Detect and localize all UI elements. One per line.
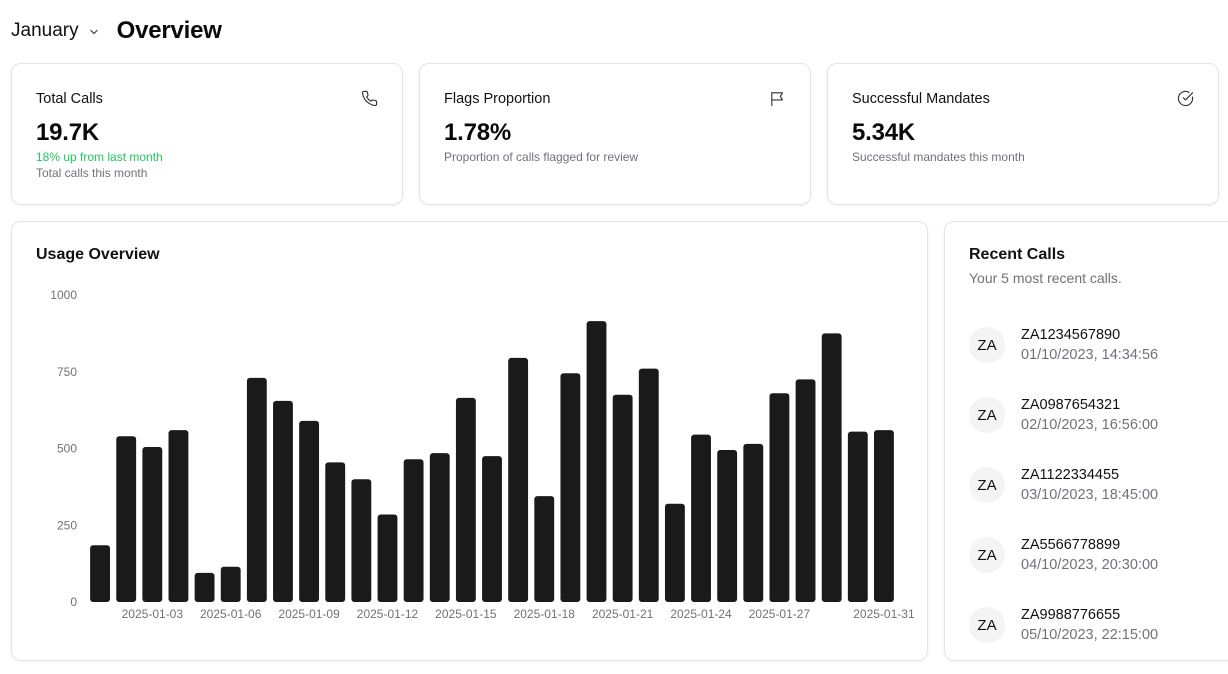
recent-calls-title: Recent Calls: [969, 246, 1066, 263]
bar-2025-01-16: [482, 456, 502, 602]
x-tick-label: 2025-01-09: [278, 607, 340, 621]
total-calls-card: Total Calls 19.7K 18% up from last month…: [11, 63, 403, 205]
successful-mandates-card: Successful Mandates 5.34K Successful man…: [827, 63, 1219, 205]
call-id: ZA1234567890: [1021, 327, 1121, 343]
bar-2025-01-19: [560, 373, 581, 602]
call-time: 01/10/2023, 14:34:56: [1021, 347, 1159, 363]
bar-2025-01-26: [743, 443, 764, 602]
bar-2025-01-15: [455, 397, 476, 602]
stat-subtitle: Proportion of calls flagged for review: [444, 150, 639, 164]
x-tick-label: 2025-01-15: [435, 607, 497, 621]
bar-2025-01-27: [769, 393, 790, 602]
bar-2025-01-18: [534, 496, 555, 602]
bar-2025-01-28: [795, 379, 816, 602]
month-selector[interactable]: January: [11, 20, 99, 42]
call-time: 03/10/2023, 18:45:00: [1021, 487, 1159, 503]
recent-calls-card: Recent Calls Your 5 most recent calls. Z…: [944, 221, 1228, 661]
recent-call-item[interactable]: ZA ZA1234567890 01/10/2023, 14:34:56: [969, 310, 1158, 380]
call-time: 05/10/2023, 22:15:00: [1021, 627, 1159, 643]
call-id: ZA9988776655: [1021, 607, 1121, 623]
recent-call-item[interactable]: ZA ZA9988776655 05/10/2023, 22:15:00: [969, 590, 1158, 660]
bar-2025-01-05: [194, 572, 215, 602]
usage-overview-card: Usage Overview 0 250 500 750 1000 2025-01-03 2…: [11, 221, 928, 661]
stat-title: Flags Proportion: [444, 90, 551, 107]
x-tick-label: 2025-01-24: [670, 607, 732, 621]
recent-call-item[interactable]: ZA ZA1122334455 03/10/2023, 18:45:00: [969, 450, 1158, 520]
x-tick-label: 2025-01-18: [514, 607, 576, 621]
usage-bar-chart: 0 250 500 750 1000 2025-01-03 2025-01-06 2025-0…: [50, 288, 915, 621]
x-tick-label: 2025-01-03: [122, 607, 184, 621]
call-time: 02/10/2023, 16:56:00: [1021, 417, 1159, 433]
bar-2025-01-11: [351, 479, 372, 602]
x-tick-label: 2025-01-06: [200, 607, 262, 621]
y-tick-label: 250: [57, 518, 77, 532]
stat-subtitle: Successful mandates this month: [852, 150, 1025, 164]
bar-2025-01-22: [638, 368, 659, 602]
avatar: ZA: [969, 397, 1005, 433]
recent-calls-subtitle: Your 5 most recent calls.: [969, 270, 1122, 286]
stat-value: 1.78%: [444, 119, 512, 146]
avatar: ZA: [969, 327, 1005, 363]
recent-calls-list: ZA ZA1234567890 01/10/2023, 14:34:56 ZA …: [969, 310, 1158, 660]
page-title: Overview: [116, 17, 222, 44]
y-tick-label: 0: [70, 595, 77, 609]
call-id: ZA1122334455: [1021, 467, 1120, 483]
bar-2025-01-25: [717, 450, 738, 602]
y-tick-label: 1000: [50, 288, 77, 302]
bar-2025-01-04: [168, 430, 189, 602]
avatar: ZA: [969, 607, 1005, 643]
bar-2025-01-02: [116, 436, 137, 602]
avatar: ZA: [969, 467, 1005, 503]
bar-2025-01-31: [874, 430, 894, 602]
y-tick-label: 750: [57, 365, 77, 379]
bar-2025-01-23: [664, 503, 685, 602]
bar-2025-01-21: [612, 394, 633, 602]
flags-proportion-card: Flags Proportion 1.78% Proportion of cal…: [419, 63, 811, 205]
bar-2025-01-13: [403, 459, 424, 602]
bar-2025-01-06: [220, 566, 241, 602]
y-tick-label: 500: [57, 442, 77, 456]
flag-icon: [771, 92, 784, 107]
bar-2025-01-01: [90, 545, 110, 602]
stat-value: 5.34K: [852, 119, 916, 146]
stat-subtitle: Total calls this month: [36, 166, 148, 180]
stat-change: 18% up from last month: [36, 150, 163, 164]
bar-2025-01-07: [246, 377, 267, 602]
call-time: 04/10/2023, 20:30:00: [1021, 557, 1159, 573]
bar-2025-01-12: [377, 514, 398, 602]
stat-value: 19.7K: [36, 119, 100, 146]
bar-2025-01-24: [691, 434, 711, 602]
bar-2025-01-14: [429, 453, 450, 602]
x-tick-label: 2025-01-27: [749, 607, 811, 621]
stat-title: Total Calls: [36, 90, 103, 107]
stat-title: Successful Mandates: [852, 90, 990, 107]
bar-2025-01-09: [299, 420, 320, 602]
chevron-down-icon: [89, 29, 98, 35]
x-tick-label: 2025-01-21: [592, 607, 654, 621]
x-tick-label: 2025-01-12: [357, 607, 419, 621]
bar-2025-01-20: [586, 321, 607, 602]
recent-call-item[interactable]: ZA ZA5566778899 04/10/2023, 20:30:00: [969, 520, 1158, 590]
call-id: ZA5566778899: [1021, 537, 1121, 553]
phone-icon: [361, 90, 378, 107]
bar-2025-01-29: [821, 333, 842, 602]
bar-2025-01-08: [273, 400, 293, 602]
bar-2025-01-03: [142, 446, 163, 602]
x-tick-label: 2025-01-31: [853, 607, 915, 621]
bar-2025-01-10: [325, 462, 346, 602]
usage-title: Usage Overview: [36, 246, 160, 263]
month-label: January: [11, 20, 79, 41]
page-header: January Overview: [11, 14, 222, 48]
bar-2025-01-17: [508, 357, 529, 602]
bar-2025-01-30: [847, 431, 868, 602]
avatar: ZA: [969, 537, 1005, 573]
check-circle-icon: [1177, 90, 1194, 107]
call-id: ZA0987654321: [1021, 397, 1121, 413]
recent-call-item[interactable]: ZA ZA0987654321 02/10/2023, 16:56:00: [969, 380, 1158, 450]
